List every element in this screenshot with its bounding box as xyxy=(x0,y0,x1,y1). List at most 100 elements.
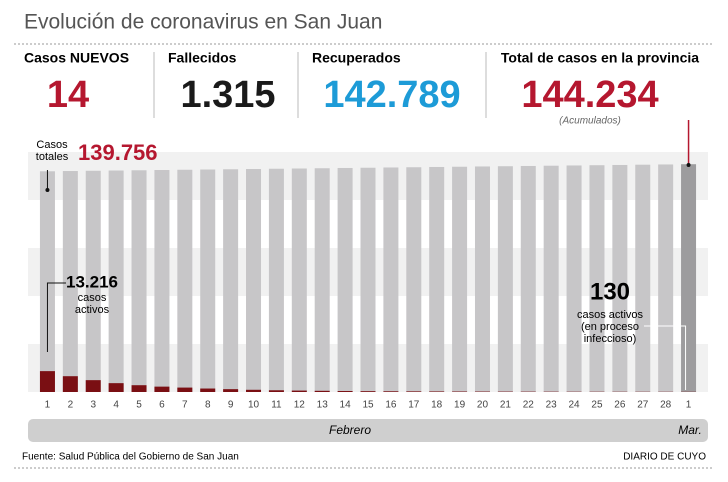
stat-label: Total de casos en la provincia xyxy=(501,50,699,66)
x-tick-label: 18 xyxy=(431,400,443,411)
x-tick-label: 13 xyxy=(317,400,329,411)
total-bar xyxy=(635,164,651,392)
total-bar xyxy=(314,168,330,392)
x-tick-label: 28 xyxy=(660,400,672,411)
active-bar xyxy=(62,376,78,392)
brand: DIARIO DE CUYO xyxy=(623,452,706,463)
total-bar xyxy=(246,169,262,392)
x-tick-label: 1 xyxy=(45,400,51,411)
total-bar xyxy=(543,165,559,392)
annotation: casos activos xyxy=(577,309,644,321)
x-tick-label: 6 xyxy=(159,400,165,411)
leader-dot xyxy=(45,188,50,192)
total-bar xyxy=(223,169,239,392)
x-tick-label: 25 xyxy=(591,400,603,411)
x-tick-label: 27 xyxy=(637,400,649,411)
month-band xyxy=(28,419,708,442)
month-label: Febrero xyxy=(329,423,371,437)
stat-value: 1.315 xyxy=(180,74,275,116)
x-tick-label: 22 xyxy=(523,400,535,411)
active-bar xyxy=(246,389,262,392)
total-bar xyxy=(291,168,307,392)
active-bar xyxy=(268,390,284,392)
plot: 1 2 3 4 5 6 7 8 9 10 11 12 13 14 15 16 17 18 19 20 21 22 23 24 2… xyxy=(36,120,697,411)
annotation: infeccioso) xyxy=(584,333,637,345)
active-bar xyxy=(429,391,445,392)
source: Fuente: Salud Pública del Gobierno de Sa… xyxy=(22,452,239,463)
stat-note: (Acumulados) xyxy=(559,116,621,127)
active-bar xyxy=(131,385,147,392)
value-label: 130 xyxy=(590,278,630,305)
month-label: Mar. xyxy=(678,423,702,437)
stat-value: 14 xyxy=(47,74,89,116)
x-tick-label: 11 xyxy=(271,400,282,411)
active-bar xyxy=(291,390,307,392)
stat-value: 142.789 xyxy=(323,74,460,116)
active-bar xyxy=(337,391,353,392)
x-tick-label: 9 xyxy=(228,400,234,411)
x-tick-label: 15 xyxy=(362,400,374,411)
value-label: 139.756 xyxy=(78,140,158,165)
total-bar xyxy=(566,165,582,392)
active-bar xyxy=(223,389,239,392)
x-tick-label: 8 xyxy=(205,400,211,411)
total-bar xyxy=(589,165,605,392)
active-bar xyxy=(406,391,422,392)
annotation: (en proceso xyxy=(581,321,639,333)
total-bar xyxy=(406,167,422,392)
active-bar xyxy=(154,386,170,392)
stat-value: 144.234 xyxy=(521,74,658,116)
x-tick-label: 7 xyxy=(182,400,188,411)
total-bar xyxy=(337,167,353,392)
active-bar xyxy=(383,391,399,392)
total-bar xyxy=(177,169,193,392)
active-bar xyxy=(360,391,376,392)
total-bar xyxy=(520,165,536,392)
x-tick-label: 17 xyxy=(408,400,420,411)
x-tick-label: 24 xyxy=(569,400,581,411)
total-bar xyxy=(360,167,376,392)
total-bar xyxy=(154,170,170,392)
stat-label: Fallecidos xyxy=(168,50,237,66)
x-tick-label: 12 xyxy=(294,400,306,411)
leader-dot xyxy=(686,163,691,167)
active-bar xyxy=(85,380,101,392)
x-tick-label: 2 xyxy=(68,400,74,411)
total-bar xyxy=(39,171,55,392)
active-bar xyxy=(108,383,124,392)
total-bar xyxy=(200,169,216,392)
active-bar xyxy=(200,388,216,392)
total-bar xyxy=(62,171,78,392)
leader xyxy=(644,325,687,390)
total-bar xyxy=(474,166,490,392)
total-bar xyxy=(429,166,445,392)
total-bar xyxy=(108,170,124,392)
x-tick-label: 19 xyxy=(454,400,466,411)
x-tick-label: 23 xyxy=(546,400,558,411)
x-tick-label: 14 xyxy=(340,400,352,411)
x-tick-label: 10 xyxy=(248,400,260,411)
total-bar xyxy=(497,166,513,392)
stats: Casos NUEVOS 14 Fallecidos 1.315 Recuperados… xyxy=(24,50,699,127)
x-tick-label: 5 xyxy=(136,400,142,411)
title: Evolución de coronavirus en San Juan xyxy=(24,11,382,34)
x-tick-label: 16 xyxy=(385,400,397,411)
total-bar xyxy=(658,164,674,392)
total-bar xyxy=(452,166,468,392)
x-tick-label: 1 xyxy=(686,400,692,411)
total-bar xyxy=(268,168,284,392)
x-tick-label: 20 xyxy=(477,400,489,411)
stat-label: Casos NUEVOS xyxy=(24,50,129,66)
x-tick-label: 4 xyxy=(113,400,119,411)
annotation: totales xyxy=(36,151,69,163)
active-bar xyxy=(177,387,193,392)
active-bar xyxy=(39,371,55,392)
annotation: Casos xyxy=(36,139,68,151)
annotation: casos xyxy=(78,292,107,304)
stat-label: Recuperados xyxy=(312,50,401,66)
total-bar xyxy=(383,167,399,392)
x-tick-label: 3 xyxy=(90,400,96,411)
value-label: 13.216 xyxy=(66,272,118,291)
